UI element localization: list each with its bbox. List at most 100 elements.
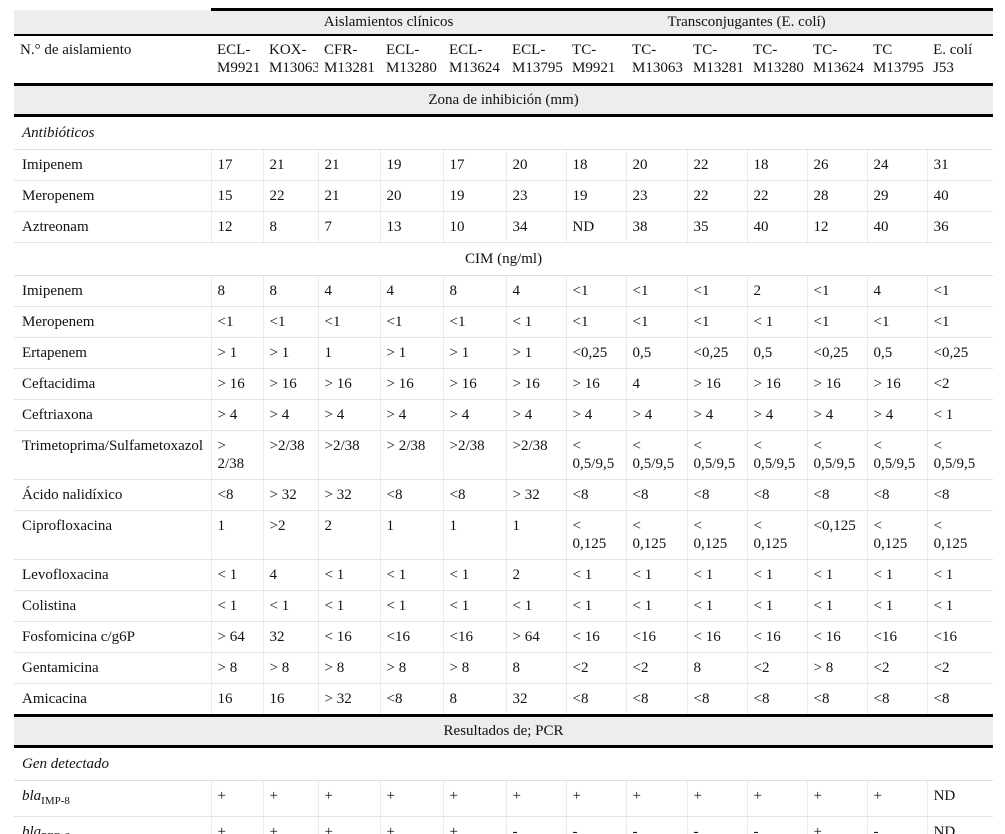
- group-header-cap: [927, 8, 994, 36]
- cell: ND: [926, 780, 994, 817]
- cell: 15: [210, 180, 263, 212]
- cell: 35: [686, 211, 748, 243]
- cell: 1: [210, 510, 263, 560]
- cell: < 16: [806, 621, 868, 653]
- cell: > 8: [379, 652, 443, 684]
- column-header: ECL- M9921: [211, 35, 263, 86]
- cell: +: [317, 816, 380, 834]
- cell: 4: [625, 368, 688, 400]
- cell: < 0,5/9,5: [565, 430, 627, 480]
- cell: 12: [210, 211, 263, 243]
- cell: < 0,125: [746, 510, 808, 560]
- cell: < 16: [565, 621, 627, 653]
- cell: <1: [379, 306, 443, 338]
- column-header: ECL- M13795: [506, 35, 567, 86]
- table-row: Fosfomicina c/g6P > 64 32 < 16 <16 <16 > 64 < 1…: [14, 621, 994, 653]
- cell: <8: [806, 683, 868, 716]
- subhead-label: Antibióticos: [14, 115, 994, 150]
- cell: 8: [262, 211, 318, 243]
- cell: <0,125: [806, 510, 868, 560]
- column-header: KOX- M13063: [263, 35, 318, 86]
- cell: <1: [317, 306, 380, 338]
- cell: <8: [565, 479, 627, 511]
- cell: 4: [866, 275, 928, 307]
- cell: < 1: [210, 559, 263, 591]
- cell: >2/38: [262, 430, 318, 480]
- cell: +: [866, 780, 928, 817]
- cell: <8: [686, 683, 748, 716]
- cell: <1: [625, 306, 688, 338]
- section-band-row: Zona de inhibición (mm): [14, 83, 994, 117]
- cell: > 1: [379, 337, 443, 369]
- cell: 0,5: [746, 337, 808, 369]
- row-label: Ceftriaxona: [14, 399, 211, 431]
- subhead-label: Gen detectado: [14, 746, 994, 781]
- results-table: Aislamientos clínicos Transconjugantes (E…: [14, 8, 994, 834]
- row-label: Imipenem: [14, 275, 211, 307]
- cell: <8: [442, 479, 506, 511]
- table-body: Aislamientos clínicos Transconjugantes (E…: [14, 8, 994, 834]
- cell: > 1: [262, 337, 318, 369]
- cell: 20: [505, 149, 567, 181]
- cell: <1: [565, 275, 627, 307]
- cell: <1: [210, 306, 263, 338]
- row-label: Ertapenem: [14, 337, 211, 369]
- cell: <8: [625, 479, 688, 511]
- cell: 18: [565, 149, 627, 181]
- cell: +: [317, 780, 380, 817]
- cell: 32: [505, 683, 567, 716]
- cell: <2: [926, 652, 994, 684]
- cell: 19: [565, 180, 627, 212]
- row-label: Amicacina: [14, 683, 211, 716]
- table-row: Gentamicina > 8 > 8 > 8 > 8 > 8 8 <2 <2 8 <2 > 8 <2 <…: [14, 652, 994, 684]
- table-row: Ertapenem > 1 > 1 1 > 1 > 1 > 1 <0,25 0,5 <0,25 0,…: [14, 337, 994, 369]
- cell: 21: [317, 149, 380, 181]
- column-header: TC- M13063: [626, 35, 688, 86]
- cell: 8: [686, 652, 748, 684]
- cell: 32: [262, 621, 318, 653]
- table-row: Aztreonam 12 8 7 13 10 34 ND 38 35 40 12 40 36: [14, 211, 994, 243]
- column-header: TC- M13624: [807, 35, 868, 86]
- cell: 19: [379, 149, 443, 181]
- table-row: Meropenem 15 22 21 20 19 23 19 23 22 22 28 29 40: [14, 180, 994, 212]
- cell: +: [262, 816, 318, 834]
- subhead-row: Gen detectado: [14, 746, 994, 781]
- cell: 26: [806, 149, 868, 181]
- cell: <2: [866, 652, 928, 684]
- table-row: Meropenem <1 <1 <1 <1 <1 < 1 <1 <1 <1 < 1 <1 <1 <1: [14, 306, 994, 338]
- row-label: Meropenem: [14, 180, 211, 212]
- cell: 2: [746, 275, 808, 307]
- cell: > 16: [210, 368, 263, 400]
- row-label: Ácido nalidíxico: [14, 479, 211, 511]
- cell: 22: [262, 180, 318, 212]
- cell: < 1: [866, 559, 928, 591]
- cell: < 1: [625, 559, 688, 591]
- cell: <0,25: [926, 337, 994, 369]
- table-row: Imipenem 8 8 4 4 8 4 <1 <1 <1 2 <1 4 <1: [14, 275, 994, 307]
- cell: <1: [565, 306, 627, 338]
- cell: 40: [926, 180, 994, 212]
- cell: 18: [746, 149, 808, 181]
- cell: <0,25: [565, 337, 627, 369]
- table-row: Ciprofloxacina 1 >2 2 1 1 1 < 0,125 < 0,125 < 0,1…: [14, 510, 994, 560]
- cell: < 1: [565, 590, 627, 622]
- cell: 8: [505, 652, 567, 684]
- cell: > 32: [317, 683, 380, 716]
- cell: +: [262, 780, 318, 817]
- column-header: TC- M9921: [566, 35, 627, 86]
- cell: 1: [505, 510, 567, 560]
- cell: > 1: [442, 337, 506, 369]
- cell: 2: [505, 559, 567, 591]
- table-row: Imipenem 17 21 21 19 17 20 18 20 22 18 26 24 31: [14, 149, 994, 181]
- cell: >2/38: [505, 430, 567, 480]
- cell: < 0,5/9,5: [866, 430, 928, 480]
- cell: <0,25: [806, 337, 868, 369]
- table-row: Ceftriaxona > 4 > 4 > 4 > 4 > 4 > 4 > 4 > 4 > 4 > …: [14, 399, 994, 431]
- cell: <1: [926, 275, 994, 307]
- cell: 36: [926, 211, 994, 243]
- table-row: Levofloxacina < 1 4 < 1 < 1 < 1 2 < 1 < 1 < 1 < 1 <…: [14, 559, 994, 591]
- row-label: Levofloxacina: [14, 559, 211, 591]
- cell: <16: [625, 621, 688, 653]
- group-header: Transconjugantes (E. colí): [566, 8, 928, 36]
- cell: <1: [806, 306, 868, 338]
